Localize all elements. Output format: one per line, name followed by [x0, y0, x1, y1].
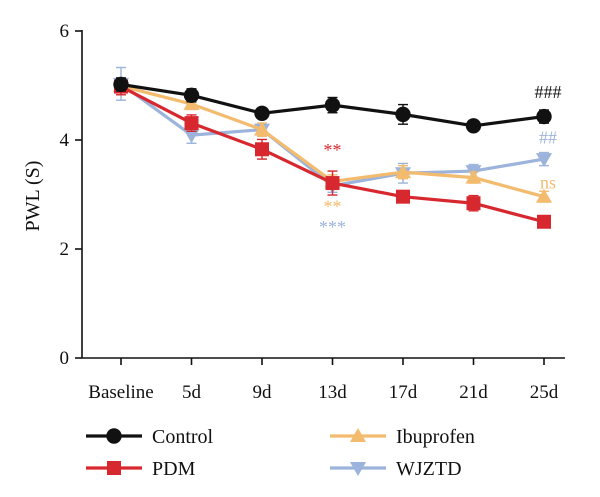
- data-point: [536, 108, 552, 125]
- legend-marker: [107, 461, 121, 475]
- x-tick-label: 13d: [318, 382, 347, 403]
- legend-label: WJZTD: [396, 458, 462, 480]
- x-tick-label: 17d: [389, 382, 418, 403]
- legend-item-pdm: PDM: [86, 458, 196, 480]
- data-point: [255, 142, 269, 157]
- data-point: [113, 76, 129, 93]
- significance-label: ##: [539, 127, 557, 147]
- data-point: [465, 169, 482, 184]
- x-tick-label: 21d: [459, 382, 488, 403]
- data-point: [324, 97, 341, 113]
- y-tick-label: 0: [60, 348, 70, 369]
- data-point: [466, 196, 481, 211]
- y-tick-label: 6: [60, 21, 70, 42]
- x-tick-label: 9d: [253, 382, 273, 403]
- legend-item-wjztd: WJZTD: [330, 458, 462, 480]
- significance-label: ***: [319, 217, 346, 237]
- legend-marker: [349, 462, 367, 476]
- data-point: [253, 121, 271, 136]
- data-point: [183, 129, 200, 144]
- y-axis-label: PWL (S): [22, 161, 44, 232]
- data-point: [394, 164, 412, 179]
- legend-marker: [106, 428, 122, 444]
- data-point: [325, 176, 340, 191]
- data-point: [183, 96, 200, 111]
- series-control: [113, 76, 552, 134]
- legend-item-control: Control: [86, 426, 214, 448]
- y-tick-label: 2: [60, 239, 70, 260]
- legend-marker: [349, 428, 367, 442]
- data-point: [183, 87, 200, 104]
- series-pdm: [114, 77, 551, 229]
- significance-label: **: [324, 140, 342, 160]
- data-point: [465, 118, 482, 134]
- significance-label: **: [324, 196, 342, 216]
- data-point: [396, 189, 410, 204]
- legend-item-ibuprofen: Ibuprofen: [330, 426, 475, 448]
- data-point: [395, 106, 411, 123]
- x-tick-label: 25d: [530, 382, 559, 403]
- x-tick-label: 5d: [182, 382, 202, 403]
- legend-label: Control: [152, 426, 214, 448]
- legend-label: Ibuprofen: [396, 426, 475, 448]
- axes: 0 2 4 6 Baseline 5d 9d 13d 17d 21d 25d: [60, 21, 565, 403]
- significance-label: ###: [535, 82, 562, 102]
- significance-label: ns: [540, 173, 556, 193]
- legend: Control PDM Ibuprofen WJZTD: [86, 426, 475, 480]
- y-tick-label: 4: [60, 130, 70, 151]
- significance-annotations: *******#####ns: [319, 82, 562, 237]
- data-point: [537, 214, 551, 229]
- data-point: [184, 116, 199, 131]
- data-point: [535, 188, 553, 203]
- series-layer: [112, 66, 553, 229]
- data-point: [254, 105, 270, 121]
- x-tick-label: Baseline: [88, 382, 153, 403]
- legend-label: PDM: [152, 458, 196, 480]
- data-point: [535, 153, 553, 168]
